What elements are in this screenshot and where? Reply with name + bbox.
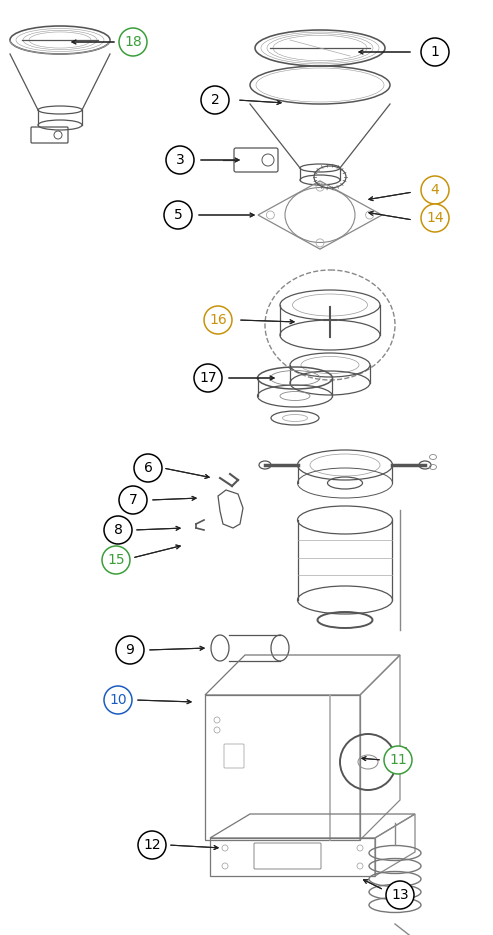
Text: 9: 9 [126, 643, 135, 657]
Circle shape [164, 201, 192, 229]
Circle shape [134, 454, 162, 482]
Circle shape [386, 881, 414, 909]
Text: 16: 16 [209, 313, 227, 327]
Text: 12: 12 [143, 838, 161, 852]
Circle shape [384, 746, 412, 774]
Text: 18: 18 [124, 35, 142, 49]
Text: 6: 6 [143, 461, 152, 475]
Circle shape [421, 38, 449, 66]
Text: 7: 7 [129, 493, 138, 507]
Circle shape [421, 176, 449, 204]
Circle shape [421, 204, 449, 232]
Circle shape [138, 831, 166, 859]
Text: 3: 3 [176, 153, 184, 167]
Circle shape [201, 86, 229, 114]
Circle shape [119, 486, 147, 514]
Text: 11: 11 [389, 753, 407, 767]
Text: 8: 8 [113, 523, 122, 537]
Text: 10: 10 [109, 693, 127, 707]
Text: 2: 2 [211, 93, 219, 107]
Text: 1: 1 [430, 45, 439, 59]
Circle shape [166, 146, 194, 174]
Text: 15: 15 [107, 553, 125, 567]
Text: 5: 5 [174, 208, 182, 222]
Text: 13: 13 [391, 888, 409, 902]
Circle shape [104, 686, 132, 714]
Circle shape [119, 28, 147, 56]
Circle shape [116, 636, 144, 664]
Text: 14: 14 [426, 211, 444, 225]
Text: 4: 4 [430, 183, 439, 197]
Circle shape [104, 516, 132, 544]
Circle shape [102, 546, 130, 574]
Text: 17: 17 [199, 371, 217, 385]
Circle shape [204, 306, 232, 334]
Circle shape [194, 364, 222, 392]
